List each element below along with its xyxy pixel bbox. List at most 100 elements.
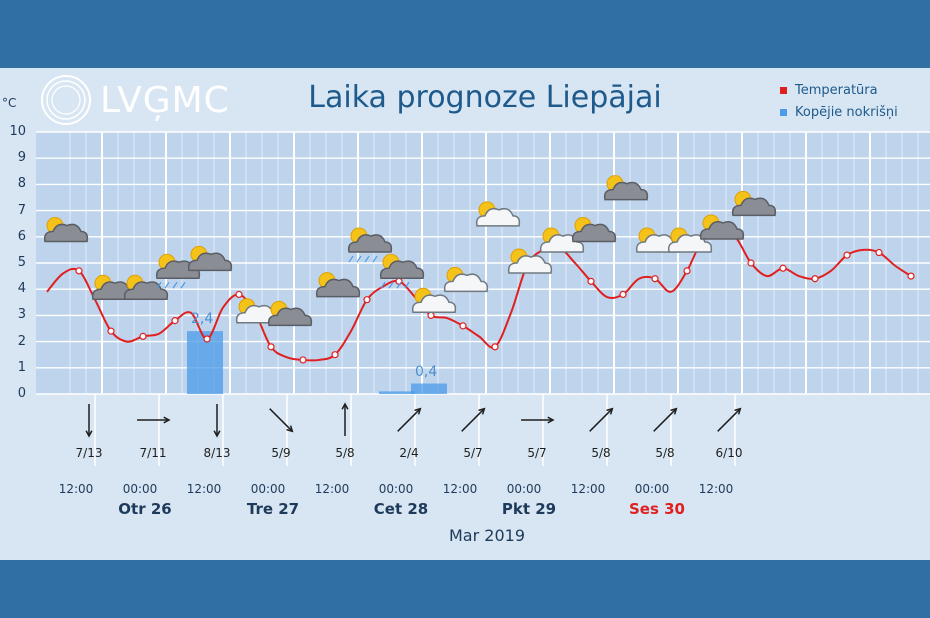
partly-cloudy-dark-icon bbox=[603, 175, 649, 201]
partly-cloudy-rain-icon bbox=[155, 253, 201, 289]
wind-label: 6/10 bbox=[715, 446, 743, 460]
precipitation-label: 2,4 bbox=[191, 311, 214, 328]
temperature-point bbox=[203, 335, 211, 343]
month-label: Mar 2019 bbox=[449, 526, 525, 545]
temperature-point bbox=[267, 343, 275, 351]
partly-cloudy-dark-icon bbox=[267, 300, 313, 327]
chart-title: Laika prognoze Liepājai bbox=[308, 80, 662, 115]
temperature-point bbox=[651, 275, 659, 283]
wind-label: 5/8 bbox=[335, 446, 355, 460]
legend: Temperatūra Kopējie nokrišņi bbox=[780, 80, 898, 124]
wind-arrow-icon bbox=[589, 408, 613, 432]
wind-arrow-icon bbox=[397, 408, 421, 432]
wind-area bbox=[36, 394, 930, 466]
partly-cloudy-dark-icon bbox=[187, 245, 233, 272]
bottom-band bbox=[0, 560, 930, 618]
wind-arrow-head bbox=[286, 425, 294, 433]
partly-cloudy-rain-icon bbox=[347, 227, 393, 263]
wind-arrow-head bbox=[85, 430, 93, 438]
day-label: Tre 27 bbox=[246, 500, 300, 518]
wind-arrow-icon bbox=[269, 408, 293, 432]
wind-label: 5/8 bbox=[591, 446, 611, 460]
partly-cloudy-light-icon bbox=[443, 266, 489, 293]
temperature-point bbox=[107, 327, 115, 335]
x-tick-label: 12:00 bbox=[186, 482, 222, 496]
wind-arrow-icon bbox=[653, 408, 677, 432]
x-tick-label: 12:00 bbox=[698, 482, 734, 496]
temperature-point bbox=[459, 322, 467, 330]
legend-label: Temperatūra bbox=[795, 83, 878, 98]
wind-arrow-head bbox=[478, 407, 486, 415]
y-tick-label: 6 bbox=[17, 228, 26, 244]
wind-label: 5/7 bbox=[527, 446, 547, 460]
wind-arrow-head bbox=[213, 430, 221, 438]
legend-item-temperature: Temperatūra bbox=[780, 80, 898, 102]
y-unit-label: °C bbox=[2, 96, 17, 110]
wind-arrow-icon bbox=[461, 408, 485, 432]
wind-arrow-head bbox=[163, 416, 171, 424]
partly-cloudy-rain-icon bbox=[379, 253, 425, 289]
temperature-point bbox=[331, 351, 339, 359]
precipitation-bar bbox=[411, 383, 447, 394]
y-tick-label: 2 bbox=[17, 333, 26, 349]
temperature-point bbox=[491, 343, 499, 351]
day-label: Pkt 29 bbox=[501, 500, 557, 518]
x-tick-label: 00:00 bbox=[634, 482, 670, 496]
y-tick-label: 10 bbox=[9, 124, 26, 139]
wind-label: 5/9 bbox=[271, 446, 291, 460]
day-label: Otr 26 bbox=[118, 500, 172, 518]
temperature-point bbox=[299, 356, 307, 364]
y-tick-label: 5 bbox=[17, 255, 26, 270]
x-tick-label: 12:00 bbox=[58, 482, 94, 496]
legend-label: Kopējie nokrišņi bbox=[795, 105, 898, 120]
precipitation-bar bbox=[379, 391, 415, 394]
temperature-point bbox=[235, 290, 243, 299]
temperature-point bbox=[75, 267, 83, 275]
temperature-point bbox=[779, 264, 787, 272]
partly-cloudy-dark-icon bbox=[571, 217, 617, 243]
y-tick-label: 4 bbox=[17, 281, 26, 297]
temperature-point bbox=[747, 259, 755, 267]
day-label: Cet 28 bbox=[373, 500, 429, 518]
partly-cloudy-light-icon bbox=[235, 298, 281, 324]
wind-label: 5/7 bbox=[463, 446, 483, 460]
logo-circle-icon bbox=[41, 75, 91, 125]
wind-arrow-head bbox=[670, 407, 678, 415]
temperature-point bbox=[587, 277, 595, 285]
legend-swatch bbox=[780, 109, 787, 116]
y-tick-label: 0 bbox=[17, 386, 26, 401]
wind-label: 7/11 bbox=[139, 446, 167, 460]
wind-arrow-head bbox=[341, 402, 349, 410]
temperature-point bbox=[843, 251, 851, 259]
x-tick-label: 12:00 bbox=[570, 482, 606, 496]
partly-cloudy-light-icon bbox=[507, 248, 553, 274]
temperature-point bbox=[683, 267, 691, 275]
legend-item-precipitation: Kopējie nokrišņi bbox=[780, 102, 898, 124]
temperature-point bbox=[907, 272, 915, 280]
x-tick-label: 12:00 bbox=[314, 482, 350, 496]
x-tick-label: 00:00 bbox=[250, 482, 286, 496]
temperature-point bbox=[619, 290, 627, 299]
temperature-point bbox=[139, 332, 147, 340]
wind-arrow-head bbox=[414, 407, 422, 415]
wind-arrow-icon bbox=[717, 408, 741, 432]
partly-cloudy-light-icon bbox=[411, 287, 457, 314]
partly-cloudy-dark-icon bbox=[123, 274, 169, 300]
partly-cloudy-dark-icon bbox=[731, 190, 777, 217]
day-label: Ses 30 bbox=[628, 500, 686, 518]
temperature-point bbox=[427, 311, 435, 319]
temperature-point bbox=[171, 317, 179, 325]
y-tick-label: 8 bbox=[17, 176, 26, 192]
y-tick-label: 9 bbox=[17, 150, 26, 166]
wind-label: 2/4 bbox=[399, 446, 419, 460]
logo-text: LVĢMC bbox=[100, 80, 230, 121]
y-tick-label: 7 bbox=[17, 202, 26, 218]
x-tick-label: 00:00 bbox=[506, 482, 542, 496]
x-tick-label: 12:00 bbox=[442, 482, 478, 496]
temperature-line bbox=[46, 232, 912, 362]
wind-arrow-head bbox=[734, 407, 742, 415]
temperature-point bbox=[395, 277, 403, 285]
precipitation-label: 0,4 bbox=[415, 363, 438, 380]
y-tick-label: 1 bbox=[17, 359, 26, 375]
